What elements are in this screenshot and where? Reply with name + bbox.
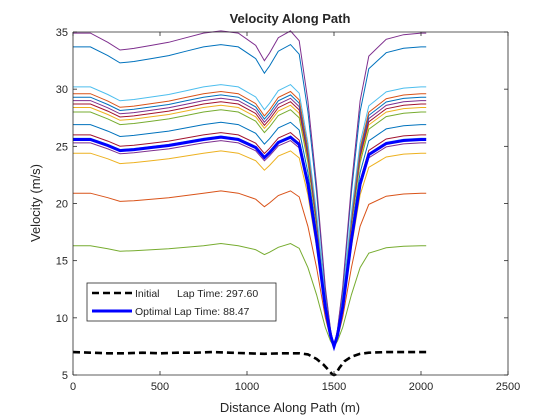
iteration-line-13: [73, 90, 427, 347]
iteration-line-16: [73, 30, 427, 347]
legend-box: [86, 282, 277, 322]
y-tick-label: 20: [56, 199, 68, 211]
iteration-line-14: [73, 83, 427, 347]
x-tick-label: 500: [151, 381, 169, 393]
x-tick-label: 2000: [409, 381, 433, 393]
x-axis-ticks: 0 500 1000 1500 2000 2500: [70, 32, 520, 393]
y-axis-label: Velocity (m/s): [28, 164, 43, 242]
y-tick-label: 5: [62, 370, 68, 382]
y-tick-label: 35: [56, 27, 68, 39]
x-tick-label: 2500: [496, 381, 520, 393]
iteration-line-15: [73, 43, 427, 347]
legend: Initial Lap Time: 297.60 Optimal Lap Tim…: [86, 282, 277, 322]
y-axis-ticks: 5 10 15 20 25 30 35: [56, 27, 508, 382]
x-tick-label: 1500: [322, 381, 346, 393]
legend-optimal-label: Optimal Lap Time: 88.47: [135, 306, 250, 318]
iteration-line-7: [73, 121, 427, 349]
iteration-line-1: [73, 242, 427, 348]
iteration-line-2: [73, 190, 427, 348]
iteration-line-3: [73, 150, 427, 348]
optimal-line: [73, 135, 427, 352]
y-tick-label: 30: [56, 84, 68, 96]
y-tick-label: 10: [56, 313, 68, 325]
chart-title: Velocity Along Path: [230, 11, 351, 26]
x-tick-label: 1000: [235, 381, 259, 393]
x-axis-label: Distance Along Path (m): [220, 400, 360, 415]
y-tick-label: 15: [56, 256, 68, 268]
y-tick-label: 25: [56, 141, 68, 153]
velocity-curves: [72, 30, 427, 377]
x-tick-label: 0: [70, 381, 76, 393]
plot-area: [73, 32, 508, 375]
legend-initial-label: Initial Lap Time: 297.60: [135, 288, 258, 300]
